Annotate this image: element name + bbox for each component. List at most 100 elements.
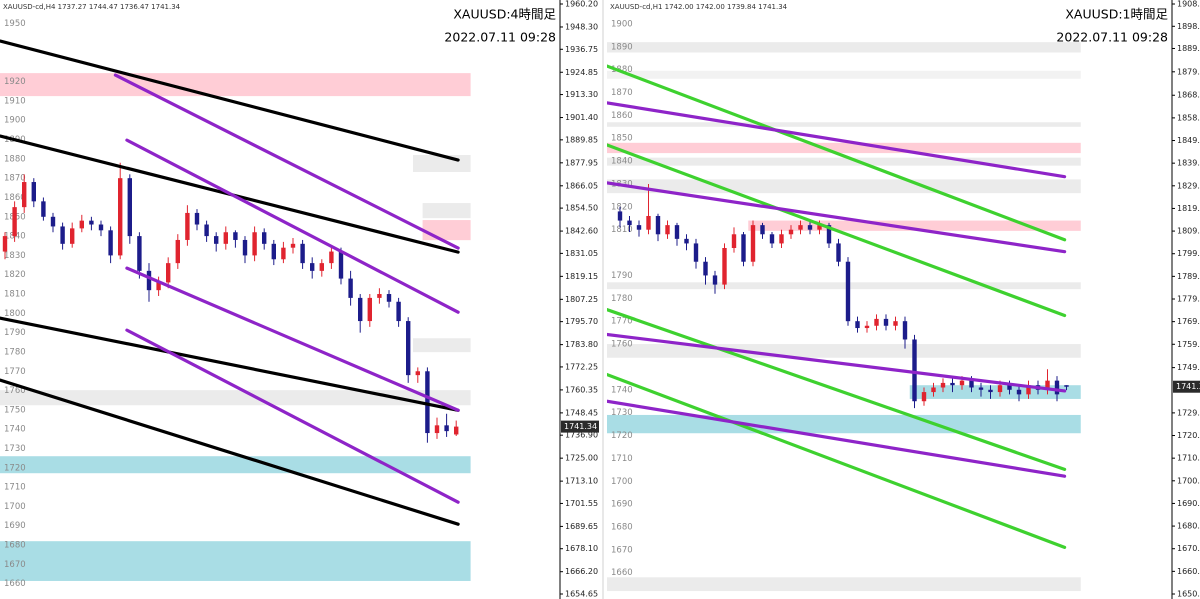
level-label: 1690: [611, 500, 633, 510]
level-label: 1890: [611, 42, 633, 52]
level-label: 1840: [611, 157, 633, 167]
level-label: 1830: [4, 251, 26, 261]
candle-body: [826, 225, 832, 244]
y-tick-label: 1783.80: [565, 340, 598, 349]
candle-body: [406, 321, 411, 376]
candle-body: [969, 380, 974, 388]
candle-body: [665, 225, 670, 235]
candle-body: [883, 318, 889, 326]
y-tick-label: 1879.05: [1177, 67, 1200, 76]
level-label: 1820: [611, 202, 633, 212]
y-tick-label: 1819.15: [565, 272, 598, 281]
candle-body: [386, 294, 392, 302]
trendline: [607, 64, 1067, 242]
y-tick-label: 1769.80: [1177, 317, 1200, 326]
level-label: 1730: [4, 444, 26, 454]
candle-body: [617, 211, 623, 221]
trendline: [125, 266, 460, 412]
level-label: 1910: [4, 96, 26, 106]
candle-body: [70, 228, 75, 244]
price-zone: [607, 179, 1081, 194]
trendline: [0, 39, 460, 162]
y-tick-label: 1700.20: [1177, 476, 1200, 485]
symbol-info: XAUUSD-cd,H4 1737.27 1744.47 1736.47 174…: [3, 3, 181, 11]
y-tick-label: 1749.70: [1177, 363, 1200, 372]
candle-body: [959, 380, 965, 386]
y-tick-label: 1839.10: [1177, 159, 1200, 168]
y-tick-label: 1936.75: [565, 45, 598, 54]
y-tick-label: 1819.30: [1177, 204, 1200, 213]
candle-body: [636, 225, 642, 230]
y-tick-label: 1650.70: [1177, 590, 1200, 599]
level-label: 1660: [611, 568, 633, 578]
candle-body: [281, 247, 286, 260]
candle-body: [271, 243, 276, 260]
y-tick-label: 1789.60: [1177, 272, 1200, 281]
y-tick-label: 1877.95: [565, 158, 598, 167]
candle-body: [12, 207, 17, 237]
level-label: 1670: [4, 560, 26, 570]
y-tick-label: 1701.55: [565, 499, 598, 508]
candle-body: [627, 220, 632, 226]
level-label: 1770: [611, 317, 633, 327]
candle-body: [454, 426, 459, 435]
candle-body: [931, 387, 936, 393]
candle-body: [127, 178, 132, 237]
price-zone: [0, 73, 471, 97]
last-price-tag: [1173, 380, 1200, 393]
candle-body: [146, 270, 152, 291]
level-label: 1700: [611, 477, 633, 487]
y-tick-label: 1666.20: [565, 567, 598, 576]
y-tick-label: 1690.30: [1177, 499, 1200, 508]
y-tick-label: 1720.00: [1177, 431, 1200, 440]
candle-body: [166, 263, 171, 283]
y-tick-label: 1689.65: [565, 522, 598, 531]
plot-area: 1900189018801870186018501840183018201810…: [607, 19, 1081, 592]
y-tick-label: 1725.00: [565, 454, 598, 463]
candle-body: [415, 371, 420, 376]
candle-body: [693, 243, 699, 262]
level-label: 1790: [4, 328, 26, 338]
price-zone: [748, 220, 1081, 231]
candle-body: [750, 225, 756, 262]
candle-body: [2, 236, 8, 252]
level-label: 1870: [4, 174, 26, 184]
trendline: [607, 307, 1067, 471]
y-tick-label: 1748.45: [565, 408, 598, 417]
last-price-label: 1741.34: [1176, 382, 1200, 391]
y-tick-label: 1829.20: [1177, 181, 1200, 190]
candle-body: [425, 371, 430, 434]
y-tick-label: 1809.40: [1177, 227, 1200, 236]
candle-body: [79, 220, 84, 229]
candle-body: [108, 230, 113, 256]
chart-subtitle: 2022.07.11 09:28: [1056, 30, 1168, 45]
level-label: 1920: [4, 77, 26, 87]
chart-subtitle: 2022.07.11 09:28: [444, 30, 556, 45]
level-label: 1810: [4, 290, 26, 300]
y-tick-label: 1831.05: [565, 249, 598, 258]
level-label: 1790: [611, 271, 633, 281]
price-zone: [607, 122, 1081, 127]
candle-body: [712, 275, 718, 285]
candle-body: [921, 392, 927, 402]
candle-body: [252, 232, 257, 256]
y-tick-label: 1849.00: [1177, 136, 1200, 145]
y-tick-label: 1948.30: [565, 22, 598, 31]
candle-body: [396, 301, 401, 322]
candle-body: [855, 321, 860, 329]
level-label: 1750: [4, 405, 26, 415]
y-tick-label: 1868.80: [1177, 91, 1200, 100]
trendline: [0, 378, 460, 526]
level-label: 1770: [4, 367, 26, 377]
y-tick-label: 1660.60: [1177, 567, 1200, 576]
candle-body: [156, 282, 161, 291]
price-zone: [607, 282, 1081, 290]
price-zone: [422, 220, 471, 241]
level-label: 1660: [4, 579, 26, 589]
y-tick-label: 1799.50: [1177, 249, 1200, 258]
price-zone: [607, 142, 1081, 154]
candle-body: [89, 220, 94, 225]
candle-body: [864, 325, 870, 329]
candle-body: [194, 212, 200, 225]
